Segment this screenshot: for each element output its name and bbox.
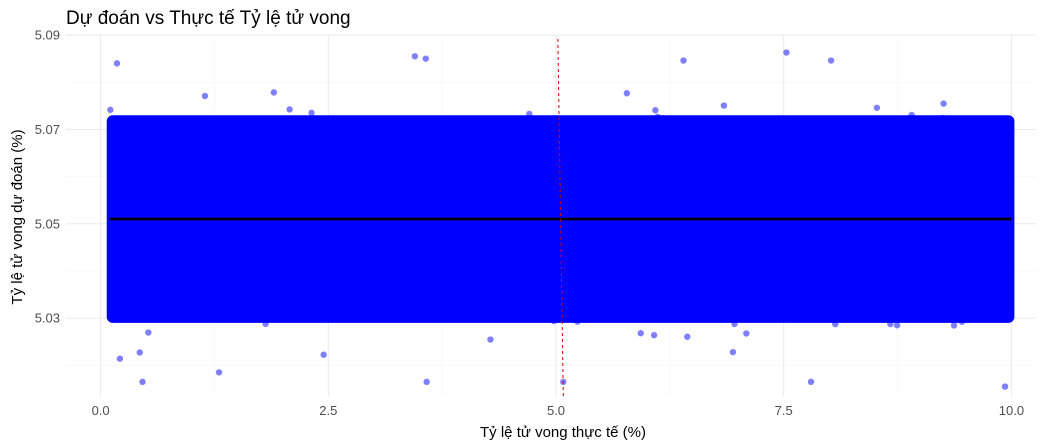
scatter-point [422, 55, 429, 62]
x-tick-label: 5.0 [547, 403, 565, 418]
y-axis-title: Tỷ lệ tử vong dự đoán (%) [9, 129, 26, 304]
scatter-point [526, 110, 533, 118]
x-tick-label: 10.0 [999, 403, 1024, 418]
scatter-point [139, 378, 146, 386]
scatter-point [958, 318, 966, 325]
scatter-point [116, 355, 124, 362]
scatter-point [720, 102, 728, 109]
scatter-point [411, 53, 419, 60]
y-tick-label: 5.07 [35, 122, 60, 137]
y-tick-label: 5.03 [35, 311, 60, 326]
y-tick-label: 5.05 [35, 216, 60, 231]
scatter-point [882, 119, 889, 126]
scatter-point [145, 329, 152, 336]
scatter-point [729, 348, 737, 356]
trend-lines [109, 35, 1012, 397]
scatter-point [661, 115, 668, 122]
y-tick-label: 5.09 [35, 28, 60, 43]
scatter-point [270, 89, 278, 96]
scatter-point [827, 57, 835, 64]
scatter-point [681, 120, 688, 127]
reference-line [557, 35, 564, 397]
scatter-point [789, 312, 796, 320]
scatter-point [574, 318, 581, 325]
scatter-point [423, 378, 430, 386]
scatter-point [612, 310, 619, 317]
scatter-point [783, 49, 790, 56]
scatter-point [440, 120, 448, 128]
scatter-point [873, 104, 881, 111]
chart-title: Dự đoán vs Thực tế Tỷ lệ tử vong [66, 8, 351, 29]
scatter-point [550, 317, 558, 325]
scatter-point [136, 349, 143, 356]
scatter-point [731, 320, 738, 328]
x-tick-label: 2.5 [319, 403, 337, 418]
scatter-point [274, 119, 281, 126]
scatter-point [320, 351, 327, 358]
scatter-point [355, 120, 362, 127]
scatter-point [908, 111, 915, 119]
scatter-point [286, 106, 293, 113]
scatter-point [696, 120, 704, 127]
scatter-point [337, 314, 344, 322]
scatter-point [758, 311, 766, 319]
scatter-point [637, 330, 644, 337]
scatter-point [487, 336, 494, 343]
scatter-point [940, 100, 947, 107]
scatter-point [378, 311, 385, 318]
scatter-point [743, 330, 750, 337]
scatter-point [1001, 383, 1009, 390]
axis-ticks: 0.0 2.5 5.0 7.5 10.0 5.03 5.05 5.07 5.09 [35, 28, 1024, 418]
scatter-point [832, 320, 839, 328]
scatter-point [215, 369, 223, 376]
x-tick-label: 7.5 [775, 403, 793, 418]
scatter-point [397, 312, 405, 319]
scatter-point [815, 312, 822, 320]
scatter-point [807, 378, 815, 386]
scatter-point [650, 331, 658, 339]
scatter-point [697, 312, 705, 319]
scatter-point [107, 106, 114, 114]
scatter-point [805, 311, 813, 319]
scatter-point [201, 92, 209, 100]
scatter-point [417, 312, 424, 319]
x-tick-label: 0.0 [92, 403, 110, 418]
scatter-point [652, 107, 659, 114]
scatter-point [950, 322, 958, 329]
scatter-point [262, 320, 269, 328]
scatter-point [684, 333, 691, 340]
scatter-point [595, 118, 603, 126]
scatter-point [680, 57, 687, 64]
scatter-point [308, 109, 315, 117]
scatter-point [939, 114, 946, 122]
scatter-point [566, 115, 573, 123]
x-axis-title: Tỷ lệ tử vong thực tế (%) [480, 424, 646, 441]
scatter-point [623, 90, 631, 97]
scatter-point [138, 313, 146, 320]
scatter-point [113, 60, 121, 67]
scatter-point [887, 320, 894, 328]
scatter-point [893, 322, 901, 329]
